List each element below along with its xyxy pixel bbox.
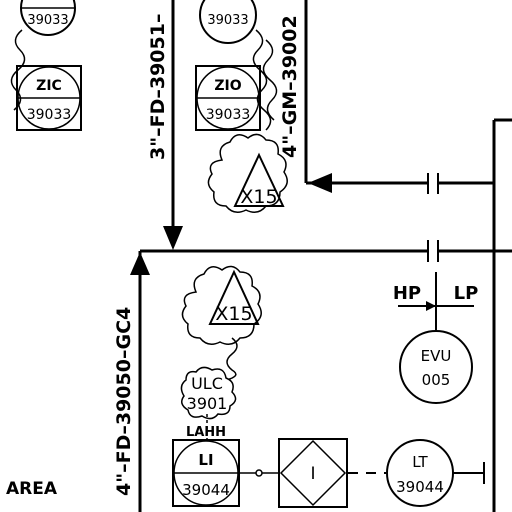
instrument-top-left-partial: ZSC 39033 [20, 0, 76, 36]
signal-line-mid-a [252, 29, 272, 131]
line-label-3in-fd-39051: 3"–FD–39051– [147, 14, 169, 160]
relay-box [278, 438, 348, 508]
lp-label: LP [454, 283, 479, 304]
signal-line-mid-b [262, 39, 278, 121]
lt-tag: 39044 [396, 478, 444, 496]
evu-assembly: HP LP EVU 005 [393, 272, 479, 404]
hp-label: HP [393, 283, 421, 304]
zic-tag: 39033 [27, 107, 72, 123]
lt-abbr: LT [412, 453, 428, 471]
ulc-line1: ULC [191, 374, 223, 393]
ulc-note: ULC 3901 [180, 366, 237, 420]
flange-pairs [427, 173, 439, 262]
process-lines [138, 0, 512, 512]
flag-x15-top-text: X15 [240, 186, 277, 208]
flag-x15-top: X15 [207, 133, 288, 213]
zio-abbr: ZIO [214, 78, 241, 94]
top-left-partial-tag: 39033 [27, 13, 68, 28]
relay-block: I [278, 438, 348, 508]
zio-tag: 39033 [206, 107, 251, 123]
arrow-down-icon [163, 226, 183, 250]
zic-abbr: ZIC [36, 78, 62, 94]
lt-bubble [386, 439, 454, 507]
instrument-lt: LT 39044 [386, 439, 454, 507]
li-abbr: LI [198, 451, 213, 469]
line-label-4in-gm-39002: 4"–GM–39002 [279, 15, 301, 158]
line-label-4in-fd-39050: 4"–FD–39050–GC4 [113, 307, 135, 496]
li-tag: 39044 [182, 481, 230, 499]
bubble-top-mid [199, 0, 257, 44]
signal-node-icon [255, 469, 263, 477]
relay-diamond-icon [279, 439, 347, 507]
area-label: AREA [6, 479, 58, 499]
relay-symbol: I [310, 464, 315, 484]
top-mid-partial-tag: 39033 [207, 13, 248, 28]
signal-line-ulc [225, 337, 238, 381]
warning-triangle-icon [208, 269, 260, 325]
warning-triangle-icon [233, 152, 285, 207]
arrow-left-icon [308, 173, 332, 193]
ulc-cloud [180, 366, 237, 420]
ulc-line2: 3901 [187, 394, 228, 413]
evu-bubble [399, 330, 473, 404]
arrow-up-icon [130, 252, 150, 275]
evu-abbr: EVU [421, 347, 452, 365]
dp-arrow-icon [426, 301, 436, 311]
evu-tag: 005 [422, 371, 451, 389]
flag-x15-bottom-text: X15 [215, 303, 252, 325]
instrument-zio: ZIO 39033 [195, 65, 261, 131]
flag-x15-bottom: X15 [181, 265, 262, 345]
top-left-partial-abbr: ZSC [35, 0, 61, 2]
flow-arrows [130, 173, 332, 275]
instrument-zic: ZIC 39033 [16, 65, 82, 131]
signal-line-left [10, 29, 26, 111]
instrument-top-mid-partial: 39033 [199, 0, 257, 44]
li-alarm: LAHH [186, 425, 226, 440]
cloud-shape [207, 133, 288, 213]
instrument-li: LAHH LI 39044 [172, 425, 240, 507]
